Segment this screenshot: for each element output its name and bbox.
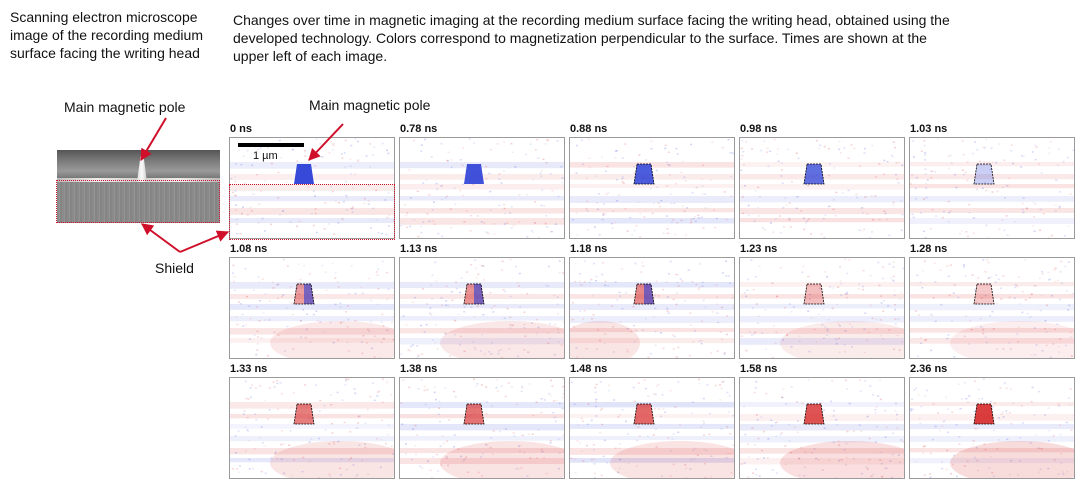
frame-time-label: 1.18 ns xyxy=(570,243,608,255)
frame-9: 1.28 ns xyxy=(909,241,1075,360)
frame-time-label: 0.98 ns xyxy=(740,123,778,135)
frame-time-label: 0.88 ns xyxy=(570,123,608,135)
frame-4: 1.03 ns xyxy=(909,121,1075,240)
magnetic-image xyxy=(229,257,395,359)
frame-5: 1.08 ns xyxy=(229,241,395,360)
arrow-shield-left xyxy=(141,223,181,253)
frame-14: 2.36 ns xyxy=(909,361,1075,480)
frame-time-label: 1.48 ns xyxy=(570,363,608,375)
arrow-shield-right xyxy=(179,230,230,253)
magnetic-image xyxy=(229,377,395,479)
frame-time-label: 1.23 ns xyxy=(740,243,778,255)
frame-13: 1.58 ns xyxy=(739,361,905,480)
magnetic-image xyxy=(569,137,735,239)
scale-bar: 1 µm xyxy=(238,143,304,162)
magnetic-image xyxy=(739,257,905,359)
sem-shield-outline xyxy=(56,180,220,223)
frame-10: 1.33 ns xyxy=(229,361,395,480)
frame-time-label: 1.28 ns xyxy=(910,243,948,255)
magnetic-image xyxy=(909,137,1075,239)
frame-6: 1.13 ns xyxy=(399,241,565,360)
figure-caption: Changes over time in magnetic imaging at… xyxy=(233,12,950,64)
frame-time-label: 1.08 ns xyxy=(230,243,268,255)
frame-11: 1.38 ns xyxy=(399,361,565,480)
magnetic-image xyxy=(569,377,735,479)
scale-bar-label: 1 µm xyxy=(253,150,278,162)
magnetic-image xyxy=(739,137,905,239)
sem-image xyxy=(57,150,220,223)
shield-region-outline xyxy=(229,184,395,240)
magnetic-image xyxy=(399,257,565,359)
frame-time-label: 1.33 ns xyxy=(230,363,268,375)
frame-time-label: 1.38 ns xyxy=(400,363,438,375)
frame-time-label: 1.03 ns xyxy=(910,123,948,135)
sem-image-caption: Scanning electron microscope image of th… xyxy=(10,9,203,61)
frame-3: 0.98 ns xyxy=(739,121,905,240)
magnetic-image xyxy=(909,377,1075,479)
frame-time-label: 0.78 ns xyxy=(400,123,438,135)
frame-12: 1.48 ns xyxy=(569,361,735,480)
frame-time-label: 1.13 ns xyxy=(400,243,438,255)
magnetic-image xyxy=(909,257,1075,359)
magnetic-image xyxy=(399,137,565,239)
main-pole-label-right: Main magnetic pole xyxy=(309,97,431,113)
frame-7: 1.18 ns xyxy=(569,241,735,360)
main-pole-label-left: Main magnetic pole xyxy=(64,99,186,115)
shield-label: Shield xyxy=(155,260,194,276)
frame-time-label: 0 ns xyxy=(230,123,253,135)
frame-1: 0.78 ns xyxy=(399,121,565,240)
magnetic-image xyxy=(739,377,905,479)
frame-2: 0.88 ns xyxy=(569,121,735,240)
frame-8: 1.23 ns xyxy=(739,241,905,360)
time-series-grid: 0 ns 1 µm 0.78 ns 0.88 ns 0.98 ns 1.03 n… xyxy=(229,121,1077,481)
frame-time-label: 1.58 ns xyxy=(740,363,778,375)
frame-time-label: 2.36 ns xyxy=(910,363,948,375)
magnetic-image xyxy=(569,257,735,359)
magnetic-image xyxy=(399,377,565,479)
